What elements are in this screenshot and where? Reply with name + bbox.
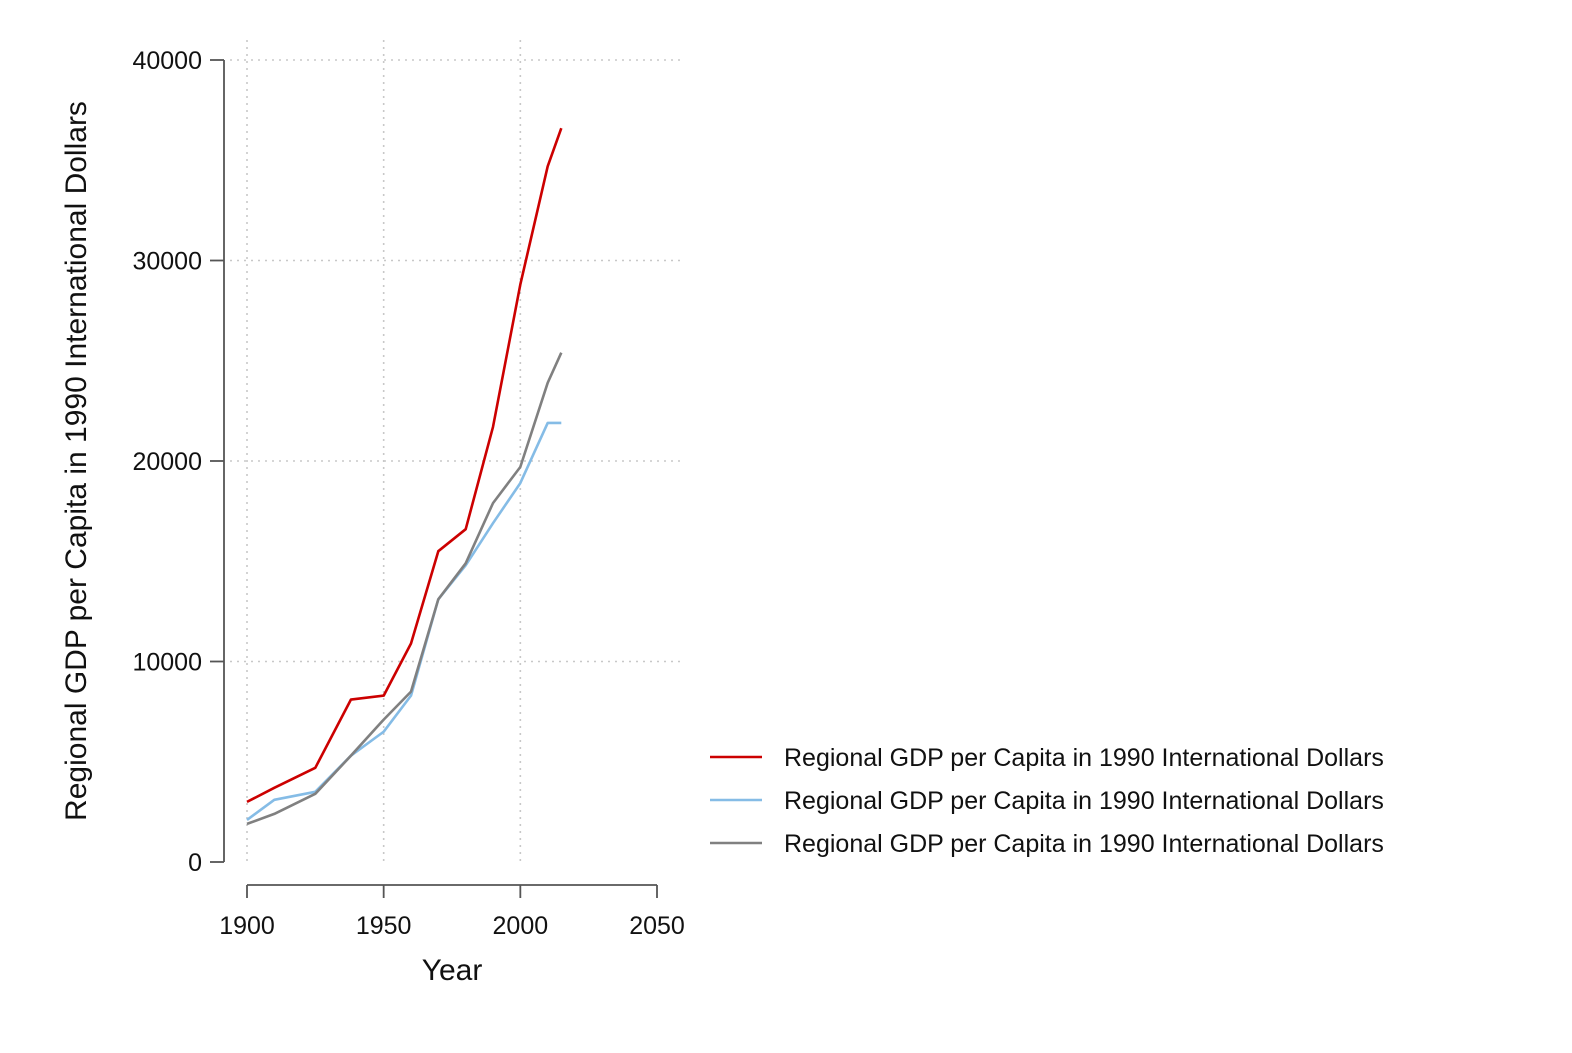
axes: 0 10000 20000 30000 40000 1900 1950 2000 2050 — [132, 47, 684, 940]
series-lines — [246, 127, 563, 826]
x-tick-label: 2000 — [493, 912, 549, 940]
x-axis-label: Year — [422, 954, 483, 987]
y-tick-label: 20000 — [132, 448, 202, 476]
legend-label-1: Regional GDP per Capita in 1990 Internat… — [784, 744, 1384, 772]
x-tick-label: 1900 — [219, 912, 275, 940]
series-line-3 — [246, 352, 563, 826]
y-tick-label: 10000 — [132, 649, 202, 677]
y-tick-label: 40000 — [132, 47, 202, 75]
x-tick-label: 2050 — [629, 912, 685, 940]
y-tick-label: 30000 — [132, 248, 202, 276]
legend: Regional GDP per Capita in 1990 Internat… — [710, 744, 1384, 858]
legend-label-2: Regional GDP per Capita in 1990 Internat… — [784, 787, 1384, 815]
series-line-1 — [246, 127, 563, 804]
legend-label-3: Regional GDP per Capita in 1990 Internat… — [784, 830, 1384, 858]
x-tick-label: 1950 — [356, 912, 412, 940]
y-tick-label: 0 — [188, 849, 202, 877]
series-line-2 — [246, 421, 562, 821]
y-axis-label: Regional GDP per Capita in 1990 Internat… — [60, 101, 93, 821]
grid — [230, 40, 680, 862]
